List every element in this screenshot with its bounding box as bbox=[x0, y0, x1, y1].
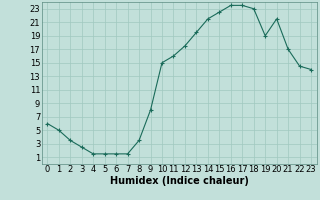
X-axis label: Humidex (Indice chaleur): Humidex (Indice chaleur) bbox=[110, 176, 249, 186]
